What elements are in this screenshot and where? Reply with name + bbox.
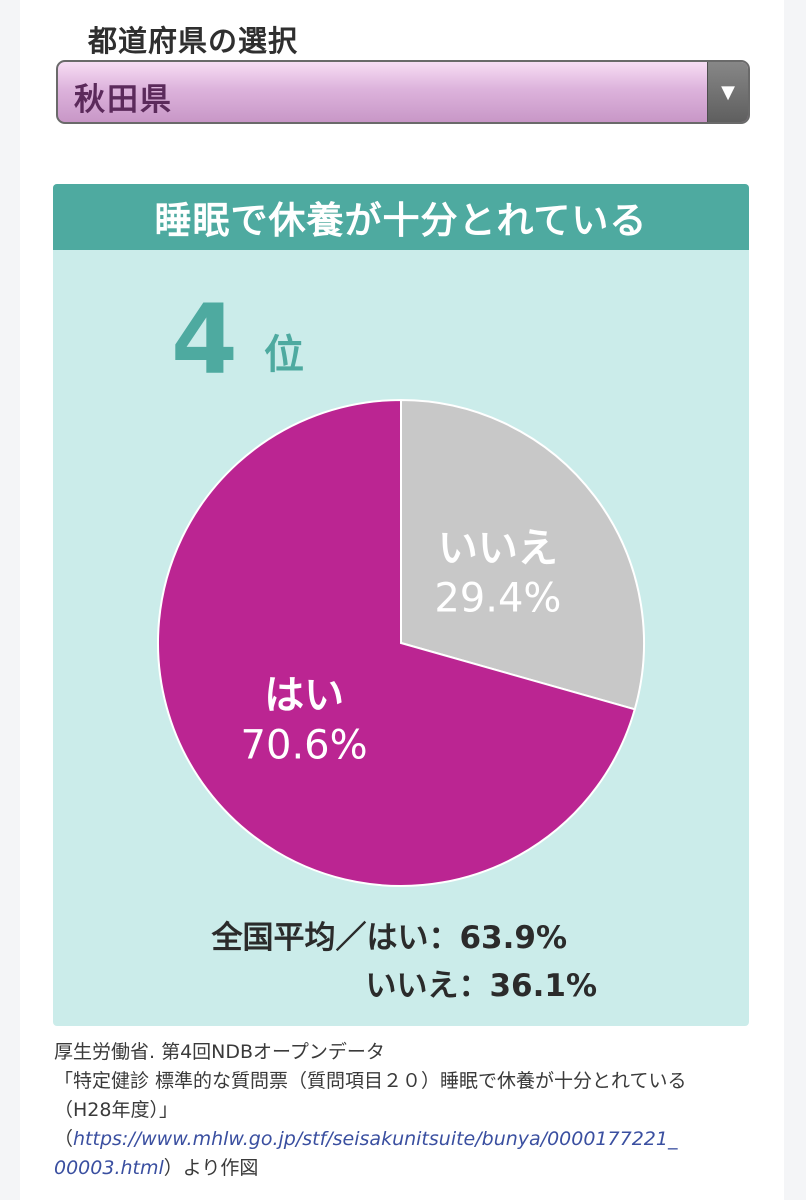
pie-label-0: いいえ: [438, 526, 558, 572]
national-average-yes: 全国平均／はい：63.9%: [211, 920, 567, 956]
source-line-2: 「特定健診 標準的な質問票（質問項目２０）睡眠で休養が十分とれている: [54, 1070, 687, 1092]
rank-suffix: 位: [264, 332, 304, 378]
source-link-continued[interactable]: 00003.html: [54, 1157, 164, 1179]
source-link[interactable]: https://www.mhlw.go.jp/stf/seisakunitsui…: [73, 1128, 678, 1150]
source-line-5: 00003.html）より作図: [54, 1154, 754, 1183]
source-line-3: （H28年度）」: [54, 1099, 178, 1121]
dropdown-arrow-icon[interactable]: ▼: [707, 62, 748, 122]
source-suffix: ）より作図: [163, 1157, 259, 1179]
result-card: 睡眠で休養が十分とれている 4 位 いいえ 29.4% はい 70.6% 全国平均／は…: [53, 184, 749, 1026]
source-note: 厚生労働省. 第4回NDBオープンデータ 「特定健診 標準的な質問票（質問項目２…: [54, 1038, 754, 1183]
prefecture-select-value: 秋田県: [74, 82, 173, 118]
pie-value-0: 29.4%: [434, 576, 561, 622]
pie-slice-0: [400, 398, 645, 711]
prefecture-select[interactable]: 秋田県 ▼: [56, 60, 750, 124]
national-average-no: いいえ：36.1%: [365, 968, 597, 1004]
prefecture-select-label: 都道府県の選択: [88, 24, 299, 58]
source-line-4: （https://www.mhlw.go.jp/stf/seisakunitsu…: [54, 1125, 754, 1154]
pie-value-1: 70.6%: [241, 722, 368, 768]
card-title: 睡眠で休養が十分とれている: [53, 184, 749, 250]
rank-number: 4: [171, 284, 238, 396]
pie-slice-1: [157, 398, 637, 887]
source-paren-open: （: [54, 1128, 74, 1150]
source-line-1: 厚生労働省. 第4回NDBオープンデータ: [54, 1041, 385, 1063]
pie-label-1: はい: [264, 672, 344, 718]
